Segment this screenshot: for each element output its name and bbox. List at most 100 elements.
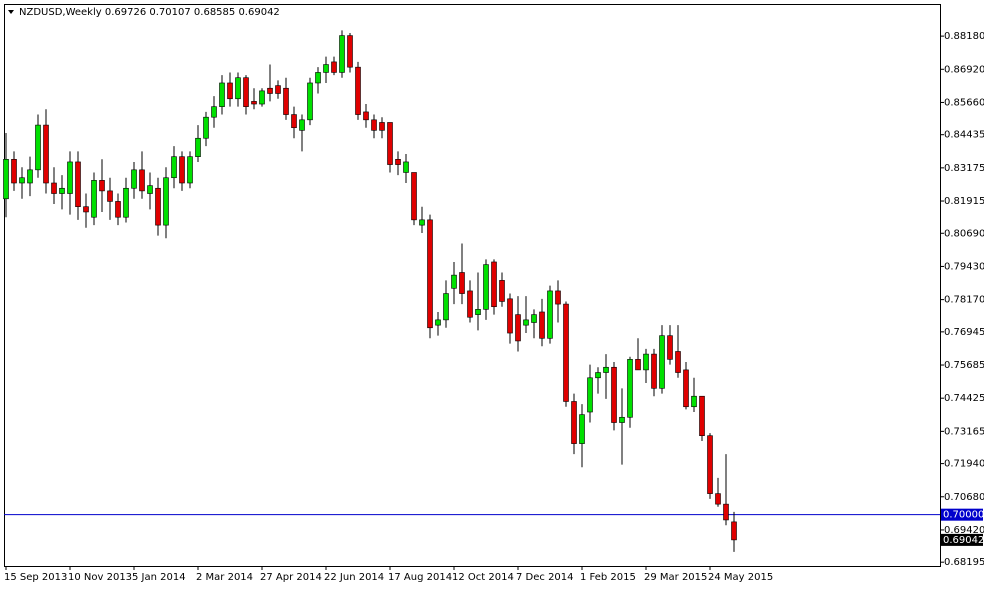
candle-body bbox=[43, 124, 49, 184]
candle-body bbox=[75, 161, 81, 207]
x-tick-label: 7 Dec 2014 bbox=[516, 572, 574, 583]
candle-body bbox=[659, 335, 665, 389]
candle-body bbox=[363, 111, 369, 121]
candle-body bbox=[619, 416, 625, 423]
y-tick-label: 0.84435 bbox=[944, 130, 984, 141]
candle-body bbox=[179, 156, 185, 184]
candle-body bbox=[251, 101, 257, 105]
candle-body bbox=[307, 82, 313, 121]
candle-body bbox=[243, 77, 249, 107]
chart-title: NZDUSD,Weekly 0.69726 0.70107 0.68585 0.… bbox=[19, 7, 280, 18]
candle-body bbox=[259, 90, 265, 105]
candle-body bbox=[67, 161, 73, 194]
candle-body bbox=[547, 290, 553, 339]
candle-body bbox=[707, 435, 713, 494]
candle-body bbox=[299, 119, 305, 131]
candle-body bbox=[347, 35, 353, 68]
candle-body bbox=[683, 369, 689, 408]
y-tick-label: 0.83175 bbox=[944, 163, 984, 174]
candle-body bbox=[563, 303, 569, 402]
candle-body bbox=[275, 85, 281, 94]
y-tick-label: 0.88180 bbox=[944, 31, 984, 42]
x-tick-label: 12 Oct 2014 bbox=[452, 572, 514, 583]
candle-body bbox=[427, 219, 433, 329]
candle-body bbox=[515, 314, 521, 342]
candle-body bbox=[291, 114, 297, 129]
candle-body bbox=[323, 64, 329, 73]
x-tick-label: 10 Nov 2013 bbox=[68, 572, 132, 583]
candle-body bbox=[443, 293, 449, 321]
candle-body bbox=[99, 180, 105, 192]
candle-body bbox=[155, 187, 161, 226]
candle-body bbox=[123, 187, 129, 218]
candle-body bbox=[27, 169, 33, 184]
y-tick-label: 0.78170 bbox=[944, 295, 984, 306]
candle-body bbox=[675, 351, 681, 373]
candle-body bbox=[139, 169, 145, 192]
candle-body bbox=[11, 159, 17, 184]
candle-body bbox=[731, 521, 737, 541]
candle-body bbox=[187, 156, 193, 184]
y-tick-label: 0.69420 bbox=[944, 525, 984, 536]
y-tick-label: 0.73165 bbox=[944, 426, 984, 437]
candle-body bbox=[379, 122, 385, 131]
candle-body bbox=[339, 35, 345, 73]
candle-body bbox=[667, 335, 673, 360]
candle-body bbox=[235, 77, 241, 100]
plot-frame bbox=[4, 4, 941, 567]
y-tick-label: 0.80690 bbox=[944, 228, 984, 239]
candle-body bbox=[211, 106, 217, 118]
menu-arrow bbox=[8, 10, 14, 14]
candle-body bbox=[19, 177, 25, 184]
y-tick-label: 0.81915 bbox=[944, 196, 984, 207]
candle-body bbox=[283, 87, 289, 115]
candle-body bbox=[91, 180, 97, 218]
candle-body bbox=[611, 366, 617, 423]
candle-body bbox=[171, 156, 177, 179]
candle-body bbox=[59, 187, 65, 194]
candle-body bbox=[459, 272, 465, 294]
candle-body bbox=[587, 377, 593, 413]
candle-body bbox=[539, 311, 545, 339]
candle-body bbox=[507, 298, 513, 334]
candle-body bbox=[163, 177, 169, 226]
candle-body bbox=[571, 401, 577, 444]
candle-body bbox=[51, 182, 57, 194]
candle-body bbox=[387, 122, 393, 165]
hline-label: 0.70000 bbox=[943, 510, 984, 521]
last-price-label: 0.69042 bbox=[943, 535, 984, 546]
candle-body bbox=[83, 206, 89, 213]
candle-body bbox=[499, 280, 505, 302]
y-tick-label: 0.74425 bbox=[944, 393, 984, 404]
candle-body bbox=[555, 290, 561, 305]
candle-body bbox=[107, 190, 113, 202]
candle-body bbox=[195, 137, 201, 157]
candle-body bbox=[371, 119, 377, 131]
y-tick-label: 0.86920 bbox=[944, 64, 984, 75]
candle-body bbox=[643, 353, 649, 371]
candle-body bbox=[475, 309, 481, 315]
candle-body bbox=[147, 185, 153, 194]
candle-body bbox=[411, 172, 417, 221]
candle-body bbox=[315, 72, 321, 84]
candle-body bbox=[627, 359, 633, 418]
y-tick-label: 0.85660 bbox=[944, 97, 984, 108]
candle-body bbox=[35, 124, 41, 171]
x-tick-label: 5 Jan 2014 bbox=[132, 572, 186, 583]
y-tick-label: 0.79430 bbox=[944, 261, 984, 272]
candle-body bbox=[579, 414, 585, 444]
x-tick-label: 27 Apr 2014 bbox=[260, 572, 322, 583]
candle-body bbox=[491, 261, 497, 308]
candle-body bbox=[395, 159, 401, 165]
candle-body bbox=[723, 503, 729, 521]
candle-body bbox=[219, 82, 225, 107]
candle-body bbox=[3, 159, 9, 200]
hline-label-box bbox=[941, 508, 983, 521]
candle-body bbox=[523, 319, 529, 326]
candle-body bbox=[267, 87, 273, 94]
candle-body bbox=[691, 395, 697, 408]
candle-body bbox=[227, 82, 233, 100]
candle-body bbox=[131, 169, 137, 189]
